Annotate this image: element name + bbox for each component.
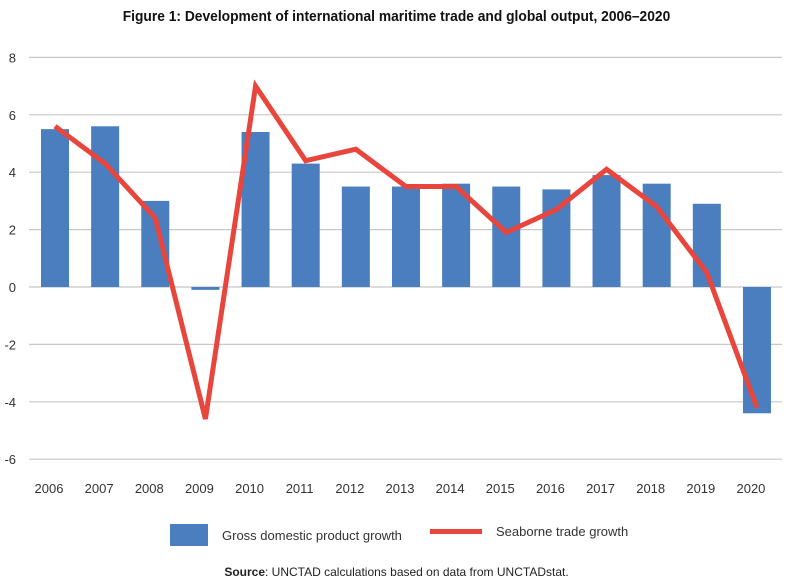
- y-tick-label: 8: [9, 50, 16, 65]
- bar-2006: [41, 129, 69, 287]
- y-tick-label: -6: [4, 452, 16, 467]
- bar-2007: [91, 126, 120, 287]
- legend-label-seaborne: Seaborne trade growth: [496, 524, 629, 539]
- legend-item-gdp: Gross domestic product growth: [170, 524, 402, 546]
- x-tick-label: 2019: [686, 481, 715, 496]
- y-tick-label: -2: [4, 337, 16, 352]
- x-tick-label: 2007: [85, 481, 114, 496]
- x-tick-label: 2008: [135, 481, 164, 496]
- y-tick-label: 2: [9, 223, 16, 238]
- y-tick-label: 4: [9, 165, 16, 180]
- x-tick-label: 2009: [185, 481, 214, 496]
- legend-swatch-bar: [170, 524, 208, 546]
- legend-swatch-line: [430, 529, 482, 534]
- bar-2009: [191, 287, 220, 290]
- y-tick-label: 0: [9, 280, 16, 295]
- source-label: Source: [224, 565, 265, 579]
- x-tick-label: 2010: [235, 481, 264, 496]
- bar-2017: [592, 175, 621, 287]
- x-tick-label: 2020: [736, 481, 765, 496]
- x-tick-label: 2016: [536, 481, 565, 496]
- bar-2012: [341, 186, 370, 287]
- bar-2020: [742, 287, 771, 414]
- bar-2008: [141, 200, 170, 287]
- source-text: : UNCTAD calculations based on data from…: [265, 565, 569, 579]
- x-tick-label: 2012: [335, 481, 364, 496]
- legend-label-gdp: Gross domestic product growth: [222, 527, 402, 543]
- x-tick-label: 2014: [436, 481, 465, 496]
- chart-title: Figure 1: Development of international m…: [122, 8, 671, 25]
- legend-item-seaborne: Seaborne trade growth: [430, 524, 628, 539]
- x-tick-label: 2017: [586, 481, 615, 496]
- bar-2011: [291, 163, 320, 287]
- bar-2016: [542, 189, 571, 287]
- x-tick-label: 2015: [486, 481, 515, 496]
- x-tick-label: 2011: [286, 481, 314, 496]
- x-tick-label: 2013: [386, 481, 415, 496]
- y-tick-label: -4: [4, 395, 16, 410]
- x-tick-label: 2006: [35, 481, 64, 496]
- bar-2015: [492, 186, 521, 287]
- bar-2014: [442, 183, 471, 287]
- x-tick-label: 2018: [636, 481, 665, 496]
- bar-2013: [391, 186, 420, 287]
- source-note: Source: UNCTAD calculations based on dat…: [0, 565, 793, 579]
- y-tick-label: 6: [9, 108, 16, 123]
